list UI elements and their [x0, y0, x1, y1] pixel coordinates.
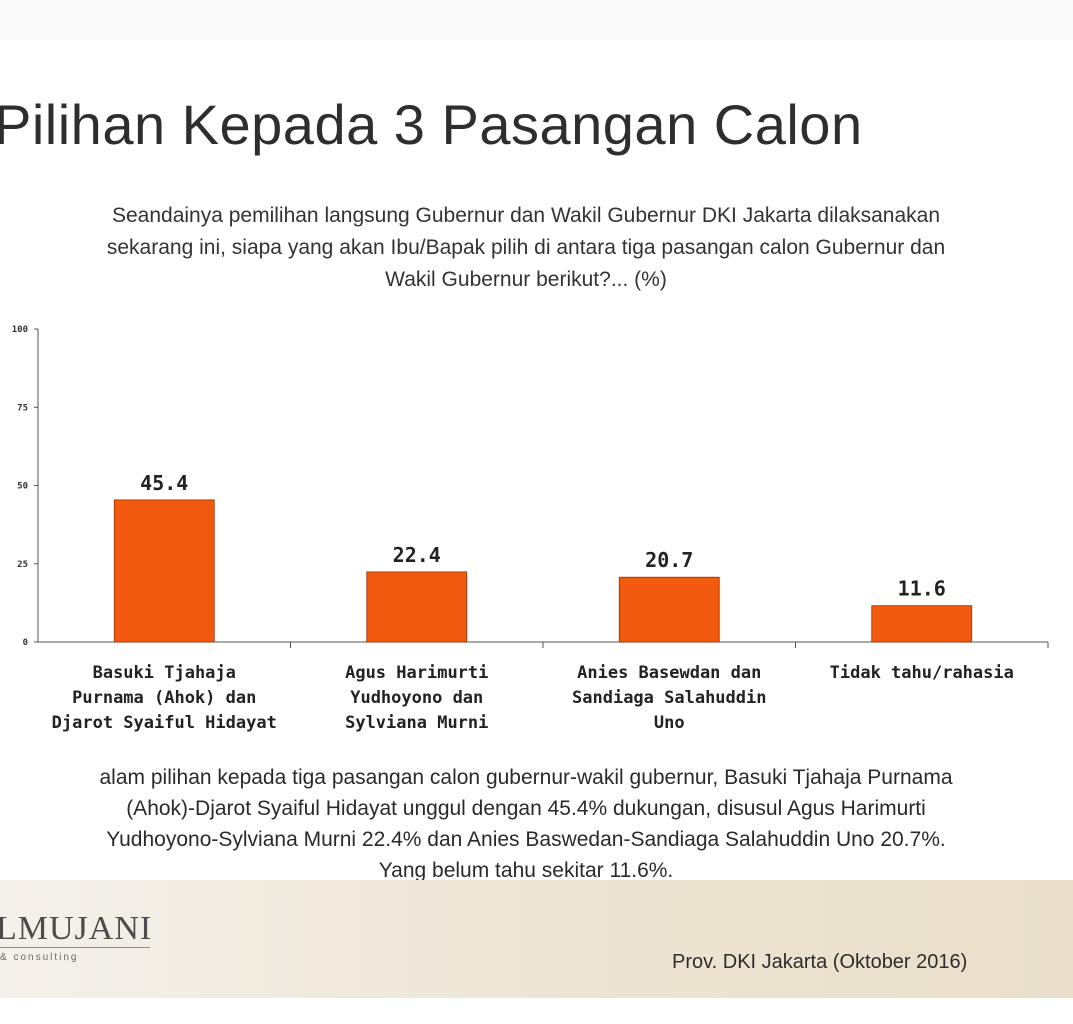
caption-line: Yudhoyono-Sylviana Murni 22.4% dan Anies…: [106, 828, 946, 851]
bar: [871, 605, 973, 643]
y-tick-label: 50: [17, 482, 28, 492]
logo-tagline: & consulting: [0, 952, 79, 963]
category-label: Uno: [654, 713, 685, 733]
y-tick-label: 75: [17, 403, 28, 413]
category-label: Sylviana Murni: [345, 713, 488, 733]
data-label: 22.4: [393, 543, 441, 567]
source-note: Prov. DKI Jakarta (Oktober 2016): [672, 951, 968, 973]
category-label: Yudhoyono dan: [350, 688, 483, 708]
category-label: Agus Harimurti: [345, 663, 488, 683]
caption-line: (Ahok)-Djarot Syaiful Hidayat unggul den…: [126, 797, 926, 820]
logo-divider: [0, 947, 150, 948]
category-label: Basuki Tjahaja: [93, 663, 236, 683]
data-label: 20.7: [645, 548, 693, 572]
question-line: sekarang ini, siapa yang akan Ibu/Bapak …: [106, 236, 946, 259]
category-label: Sandiaga Salahuddin: [572, 688, 766, 708]
top-band: [0, 0, 1073, 40]
caption-line: Yang belum tahu sekitar 11.6%.: [378, 859, 674, 882]
caption-line: alam pilihan kepada tiga pasangan calon …: [99, 766, 953, 789]
company-logo: LMUJANI: [0, 910, 153, 947]
bar: [366, 571, 468, 643]
bar: [113, 499, 215, 643]
data-label: 11.6: [898, 577, 946, 601]
data-label: 45.4: [140, 471, 188, 495]
question-line: Seandainya pemilihan langsung Gubernur d…: [111, 204, 941, 227]
y-tick-label: 0: [23, 638, 28, 648]
footer-band: [0, 880, 1073, 998]
y-tick-label: 25: [17, 560, 28, 570]
category-label: Purnama (Ahok) dan: [72, 688, 256, 708]
bottom-strip: [0, 998, 1073, 1024]
category-label: Tidak tahu/rahasia: [830, 663, 1014, 683]
bar-chart: 0 25 50 75 100 45.4 Basuki Tjahaja Purnama (Aho…: [12, 325, 1049, 733]
bar: [618, 576, 720, 643]
category-label: Djarot Syaiful Hidayat: [52, 713, 277, 733]
y-tick-label: 100: [12, 325, 28, 335]
survey-question: Seandainya pemilihan langsung Gubernur d…: [0, 200, 1052, 296]
category-label: Anies Basewdan dan: [577, 663, 761, 683]
summary-caption: alam pilihan kepada tiga pasangan calon …: [0, 762, 1052, 886]
question-line: Wakil Gubernur berikut?... (%): [385, 268, 667, 291]
slide-title: Pilihan Kepada 3 Pasangan Calon: [0, 93, 863, 156]
